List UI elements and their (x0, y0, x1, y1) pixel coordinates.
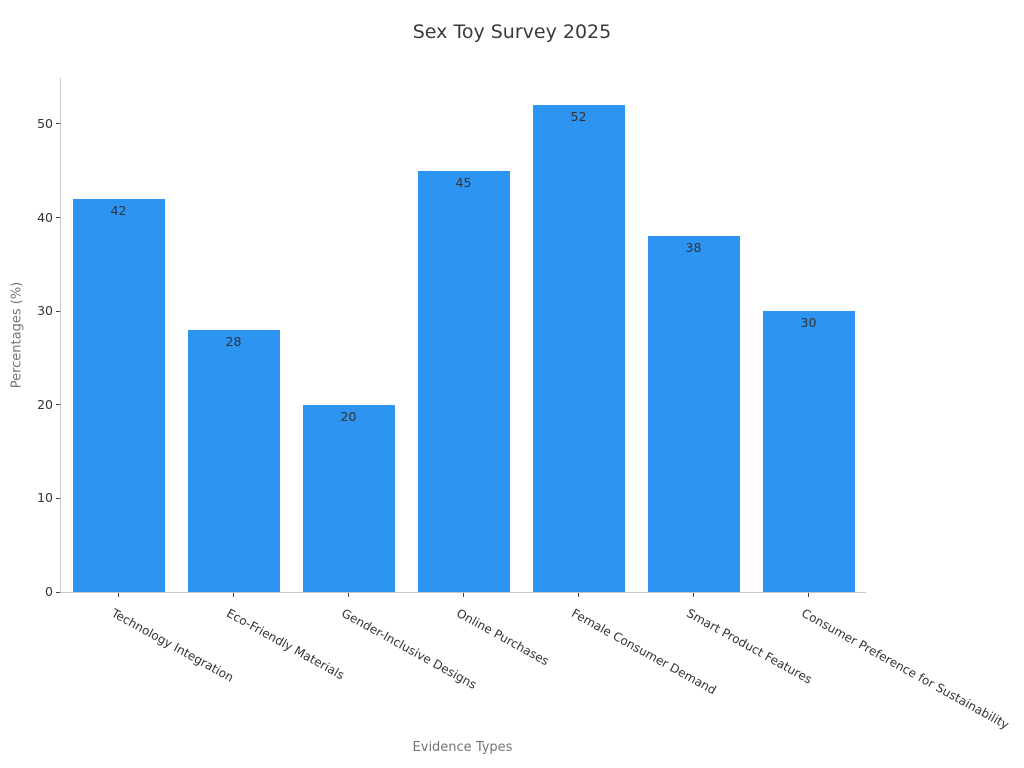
x-axis-label: Evidence Types (412, 740, 513, 755)
x-tick-mark (118, 593, 119, 597)
bar-value-label: 20 (340, 408, 357, 424)
bar (302, 404, 395, 592)
bar-value-label: 38 (685, 240, 702, 256)
y-tick-mark (56, 404, 60, 406)
x-tick-label: Smart Product Features (683, 606, 814, 687)
x-tick-label: Technology Integration (108, 606, 236, 685)
y-tick-mark (56, 591, 60, 593)
bar-value-label: 28 (225, 333, 242, 349)
x-tick-mark (463, 593, 464, 597)
x-tick-label: Eco-Friendly Materials (223, 606, 347, 683)
bar (532, 105, 625, 592)
bar-value-label: 52 (570, 109, 587, 125)
y-tick-label: 40 (37, 209, 53, 225)
bar (762, 311, 855, 592)
y-tick-label: 20 (37, 396, 53, 412)
x-tick-label: Online Purchases (453, 606, 551, 669)
chart-title: Sex Toy Survey 2025 (412, 21, 612, 43)
y-tick-label: 10 (37, 490, 53, 506)
y-tick-label: 30 (37, 303, 53, 319)
x-tick-mark (233, 593, 234, 597)
plot-area: 0 10 20 30 40 50 42 Technology Integration 28 Eco… (37, 78, 1011, 732)
y-tick-label: 0 (45, 584, 53, 599)
bar (72, 198, 165, 592)
y-tick-mark (56, 123, 60, 125)
x-tick-label: Consumer Preference for Sustainability (798, 606, 1011, 733)
y-tick-mark (56, 217, 60, 218)
bar-value-label: 45 (455, 174, 472, 190)
bar (417, 170, 510, 592)
bar (187, 329, 280, 592)
bar-value-label: 30 (800, 315, 817, 331)
y-tick-mark (56, 310, 60, 312)
bar-value-label: 42 (110, 202, 127, 218)
y-tick-mark (56, 497, 60, 499)
y-tick-label: 50 (37, 115, 53, 131)
bar (647, 236, 740, 592)
x-tick-mark (808, 593, 809, 597)
x-tick-mark (578, 593, 579, 597)
x-tick-mark (348, 593, 349, 597)
y-axis-label: Percentages (%) (9, 281, 25, 389)
x-tick-mark (693, 593, 694, 597)
